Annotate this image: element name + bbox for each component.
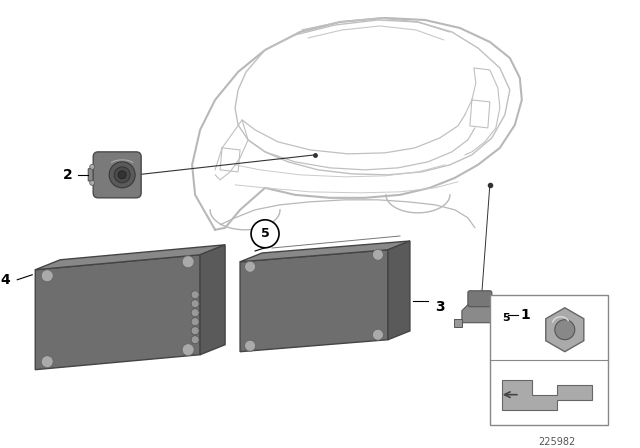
Circle shape	[41, 356, 53, 368]
Circle shape	[191, 336, 199, 344]
Circle shape	[244, 340, 255, 351]
Text: 225982: 225982	[538, 437, 575, 447]
Text: 2: 2	[63, 168, 73, 182]
Circle shape	[90, 164, 95, 169]
Circle shape	[191, 327, 199, 335]
Text: 3: 3	[435, 300, 445, 314]
Circle shape	[191, 291, 199, 299]
Polygon shape	[35, 255, 200, 370]
Circle shape	[182, 256, 194, 268]
Polygon shape	[240, 241, 410, 262]
Text: 4: 4	[1, 273, 10, 287]
Circle shape	[251, 220, 279, 248]
Circle shape	[555, 320, 575, 340]
Circle shape	[372, 329, 383, 340]
Text: 5: 5	[260, 227, 269, 240]
Polygon shape	[462, 303, 498, 323]
Circle shape	[372, 249, 383, 260]
Circle shape	[109, 162, 135, 188]
Polygon shape	[200, 245, 225, 355]
Polygon shape	[388, 241, 410, 340]
Polygon shape	[498, 319, 506, 327]
Text: 1: 1	[520, 308, 530, 322]
Bar	[490, 295, 608, 425]
Polygon shape	[546, 308, 584, 352]
Circle shape	[191, 300, 199, 308]
Circle shape	[191, 318, 199, 326]
Polygon shape	[35, 245, 225, 270]
Circle shape	[41, 270, 53, 282]
Circle shape	[191, 309, 199, 317]
Polygon shape	[454, 319, 462, 327]
FancyBboxPatch shape	[93, 152, 141, 198]
Circle shape	[118, 171, 126, 179]
Circle shape	[244, 261, 255, 272]
Text: 5: 5	[502, 313, 509, 323]
Polygon shape	[240, 250, 388, 352]
Circle shape	[182, 344, 194, 356]
Circle shape	[90, 181, 95, 185]
FancyBboxPatch shape	[468, 291, 492, 307]
Circle shape	[114, 167, 130, 183]
Polygon shape	[88, 167, 98, 183]
Polygon shape	[502, 379, 592, 409]
